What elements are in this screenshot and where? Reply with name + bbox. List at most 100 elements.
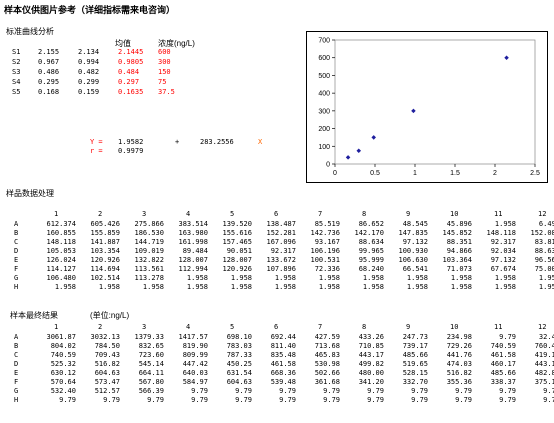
final-cell: 640.03 <box>182 369 208 377</box>
sample-cell: 132.822 <box>134 256 164 264</box>
std-row-label: S2 <box>12 58 21 66</box>
final-cell: 519.65 <box>402 360 428 368</box>
final-cell: 9.79 <box>543 396 554 404</box>
final-cell: 539.48 <box>270 378 296 386</box>
final-cell: 573.47 <box>94 378 120 386</box>
final-cell: 461.58 <box>270 360 296 368</box>
y-tick-label: 0 <box>326 162 330 169</box>
sample-cell: 1.958 <box>318 274 340 282</box>
final-cell: 811.40 <box>270 342 296 350</box>
sample-row-label: F <box>14 265 19 273</box>
sample-cell: 145.852 <box>442 229 472 237</box>
final-cell: 9.79 <box>323 396 340 404</box>
x-tick-label: 2 <box>493 170 497 177</box>
sample-cell: 113.561 <box>134 265 164 273</box>
x-tick-label: 1 <box>413 170 417 177</box>
y-tick-label: 500 <box>318 73 330 80</box>
final-row-label: G <box>14 387 19 395</box>
equation-intercept: 283.2556 <box>200 138 234 146</box>
sample-cell: 167.096 <box>266 238 296 246</box>
std-cell-v1: 0.295 <box>38 78 60 86</box>
sample-cell: 92.317 <box>490 238 516 246</box>
final-cell: 709.43 <box>94 351 120 359</box>
sample-col-header: 3 <box>142 210 147 218</box>
final-cell: 9.79 <box>191 387 208 395</box>
final-cell: 698.10 <box>226 333 252 341</box>
sample-cell: 90.051 <box>226 247 252 255</box>
final-cell: 809.99 <box>182 351 208 359</box>
sample-cell: 100.531 <box>310 256 340 264</box>
final-cell: 723.60 <box>138 351 164 359</box>
final-cell: 443.17 <box>534 360 554 368</box>
sample-cell: 141.887 <box>90 238 120 246</box>
y-tick-label: 100 <box>318 144 330 151</box>
equation-plus: + <box>175 138 180 146</box>
std-cell-v1: 2.155 <box>38 48 60 56</box>
sample-cell: 112.994 <box>178 265 208 273</box>
final-cell: 3061.87 <box>46 333 76 341</box>
sample-cell: 1.958 <box>318 283 340 291</box>
final-cell: 567.80 <box>138 378 164 386</box>
sample-cell: 88.634 <box>534 247 554 255</box>
sample-cell: 68.240 <box>358 265 384 273</box>
sample-cell: 126.024 <box>46 256 76 264</box>
std-cell-v2: 0.482 <box>78 68 100 76</box>
final-cell: 835.48 <box>270 351 296 359</box>
sample-cell: 1.958 <box>230 274 252 282</box>
sample-cell: 155.616 <box>222 229 252 237</box>
sample-cell: 1.958 <box>274 283 296 291</box>
sample-cell: 1.958 <box>494 283 516 291</box>
final-cell: 783.03 <box>226 342 252 350</box>
sample-cell: 1.958 <box>142 283 164 291</box>
final-cell: 532.40 <box>50 387 76 395</box>
final-cell: 9.79 <box>499 396 516 404</box>
final-cell: 668.36 <box>270 369 296 377</box>
final-cell: 584.97 <box>182 378 208 386</box>
final-col-header: 1 <box>54 323 59 331</box>
sample-cell: 1.958 <box>538 283 554 291</box>
sample-cell: 147.835 <box>398 229 428 237</box>
final-cell: 480.00 <box>358 369 384 377</box>
sample-row-label: G <box>14 274 19 282</box>
plot-area <box>334 39 536 165</box>
final-cell: 447.42 <box>182 360 208 368</box>
final-cell: 832.65 <box>138 342 164 350</box>
final-cell: 9.79 <box>367 396 384 404</box>
final-cell: 566.39 <box>138 387 164 395</box>
std-row-label: S3 <box>12 68 21 76</box>
final-row-label: D <box>14 360 19 368</box>
sample-cell: 128.007 <box>222 256 252 264</box>
sample-col-header: 5 <box>230 210 235 218</box>
final-col-header: 8 <box>362 323 367 331</box>
std-curve-section-label: 标准曲线分析 <box>6 27 54 36</box>
sample-cell: 1.958 <box>494 274 516 282</box>
final-cell: 502.66 <box>314 369 340 377</box>
sample-cell: 144.719 <box>134 238 164 246</box>
final-cell: 512.57 <box>94 387 120 395</box>
final-section-label: 样本最终结果 <box>10 311 58 320</box>
sample-row-label: E <box>14 256 19 264</box>
x-tick-label: 0.5 <box>370 170 380 177</box>
sample-cell: 99.965 <box>358 247 384 255</box>
std-cell-conc: 150 <box>158 68 171 76</box>
sample-cell: 120.926 <box>90 256 120 264</box>
sample-cell: 1.958 <box>98 283 120 291</box>
sample-cell: 120.926 <box>222 265 252 273</box>
sample-cell: 97.132 <box>490 256 516 264</box>
sample-col-header: 12 <box>538 210 547 218</box>
sample-col-header: 11 <box>494 210 503 218</box>
sample-cell: 114.694 <box>90 265 120 273</box>
y-tick-label: 400 <box>318 91 330 98</box>
final-cell: 740.59 <box>50 351 76 359</box>
sample-cell: 160.855 <box>46 229 76 237</box>
final-row-label: C <box>14 351 19 359</box>
final-col-header: 10 <box>450 323 459 331</box>
sample-cell: 96.566 <box>534 256 554 264</box>
std-row-label: S1 <box>12 48 21 56</box>
final-cell: 9.79 <box>235 396 252 404</box>
final-cell: 361.68 <box>314 378 340 386</box>
sample-col-header: 2 <box>98 210 103 218</box>
final-cell: 739.17 <box>402 342 428 350</box>
final-cell: 433.26 <box>358 333 384 341</box>
sample-cell: 186.530 <box>134 229 164 237</box>
